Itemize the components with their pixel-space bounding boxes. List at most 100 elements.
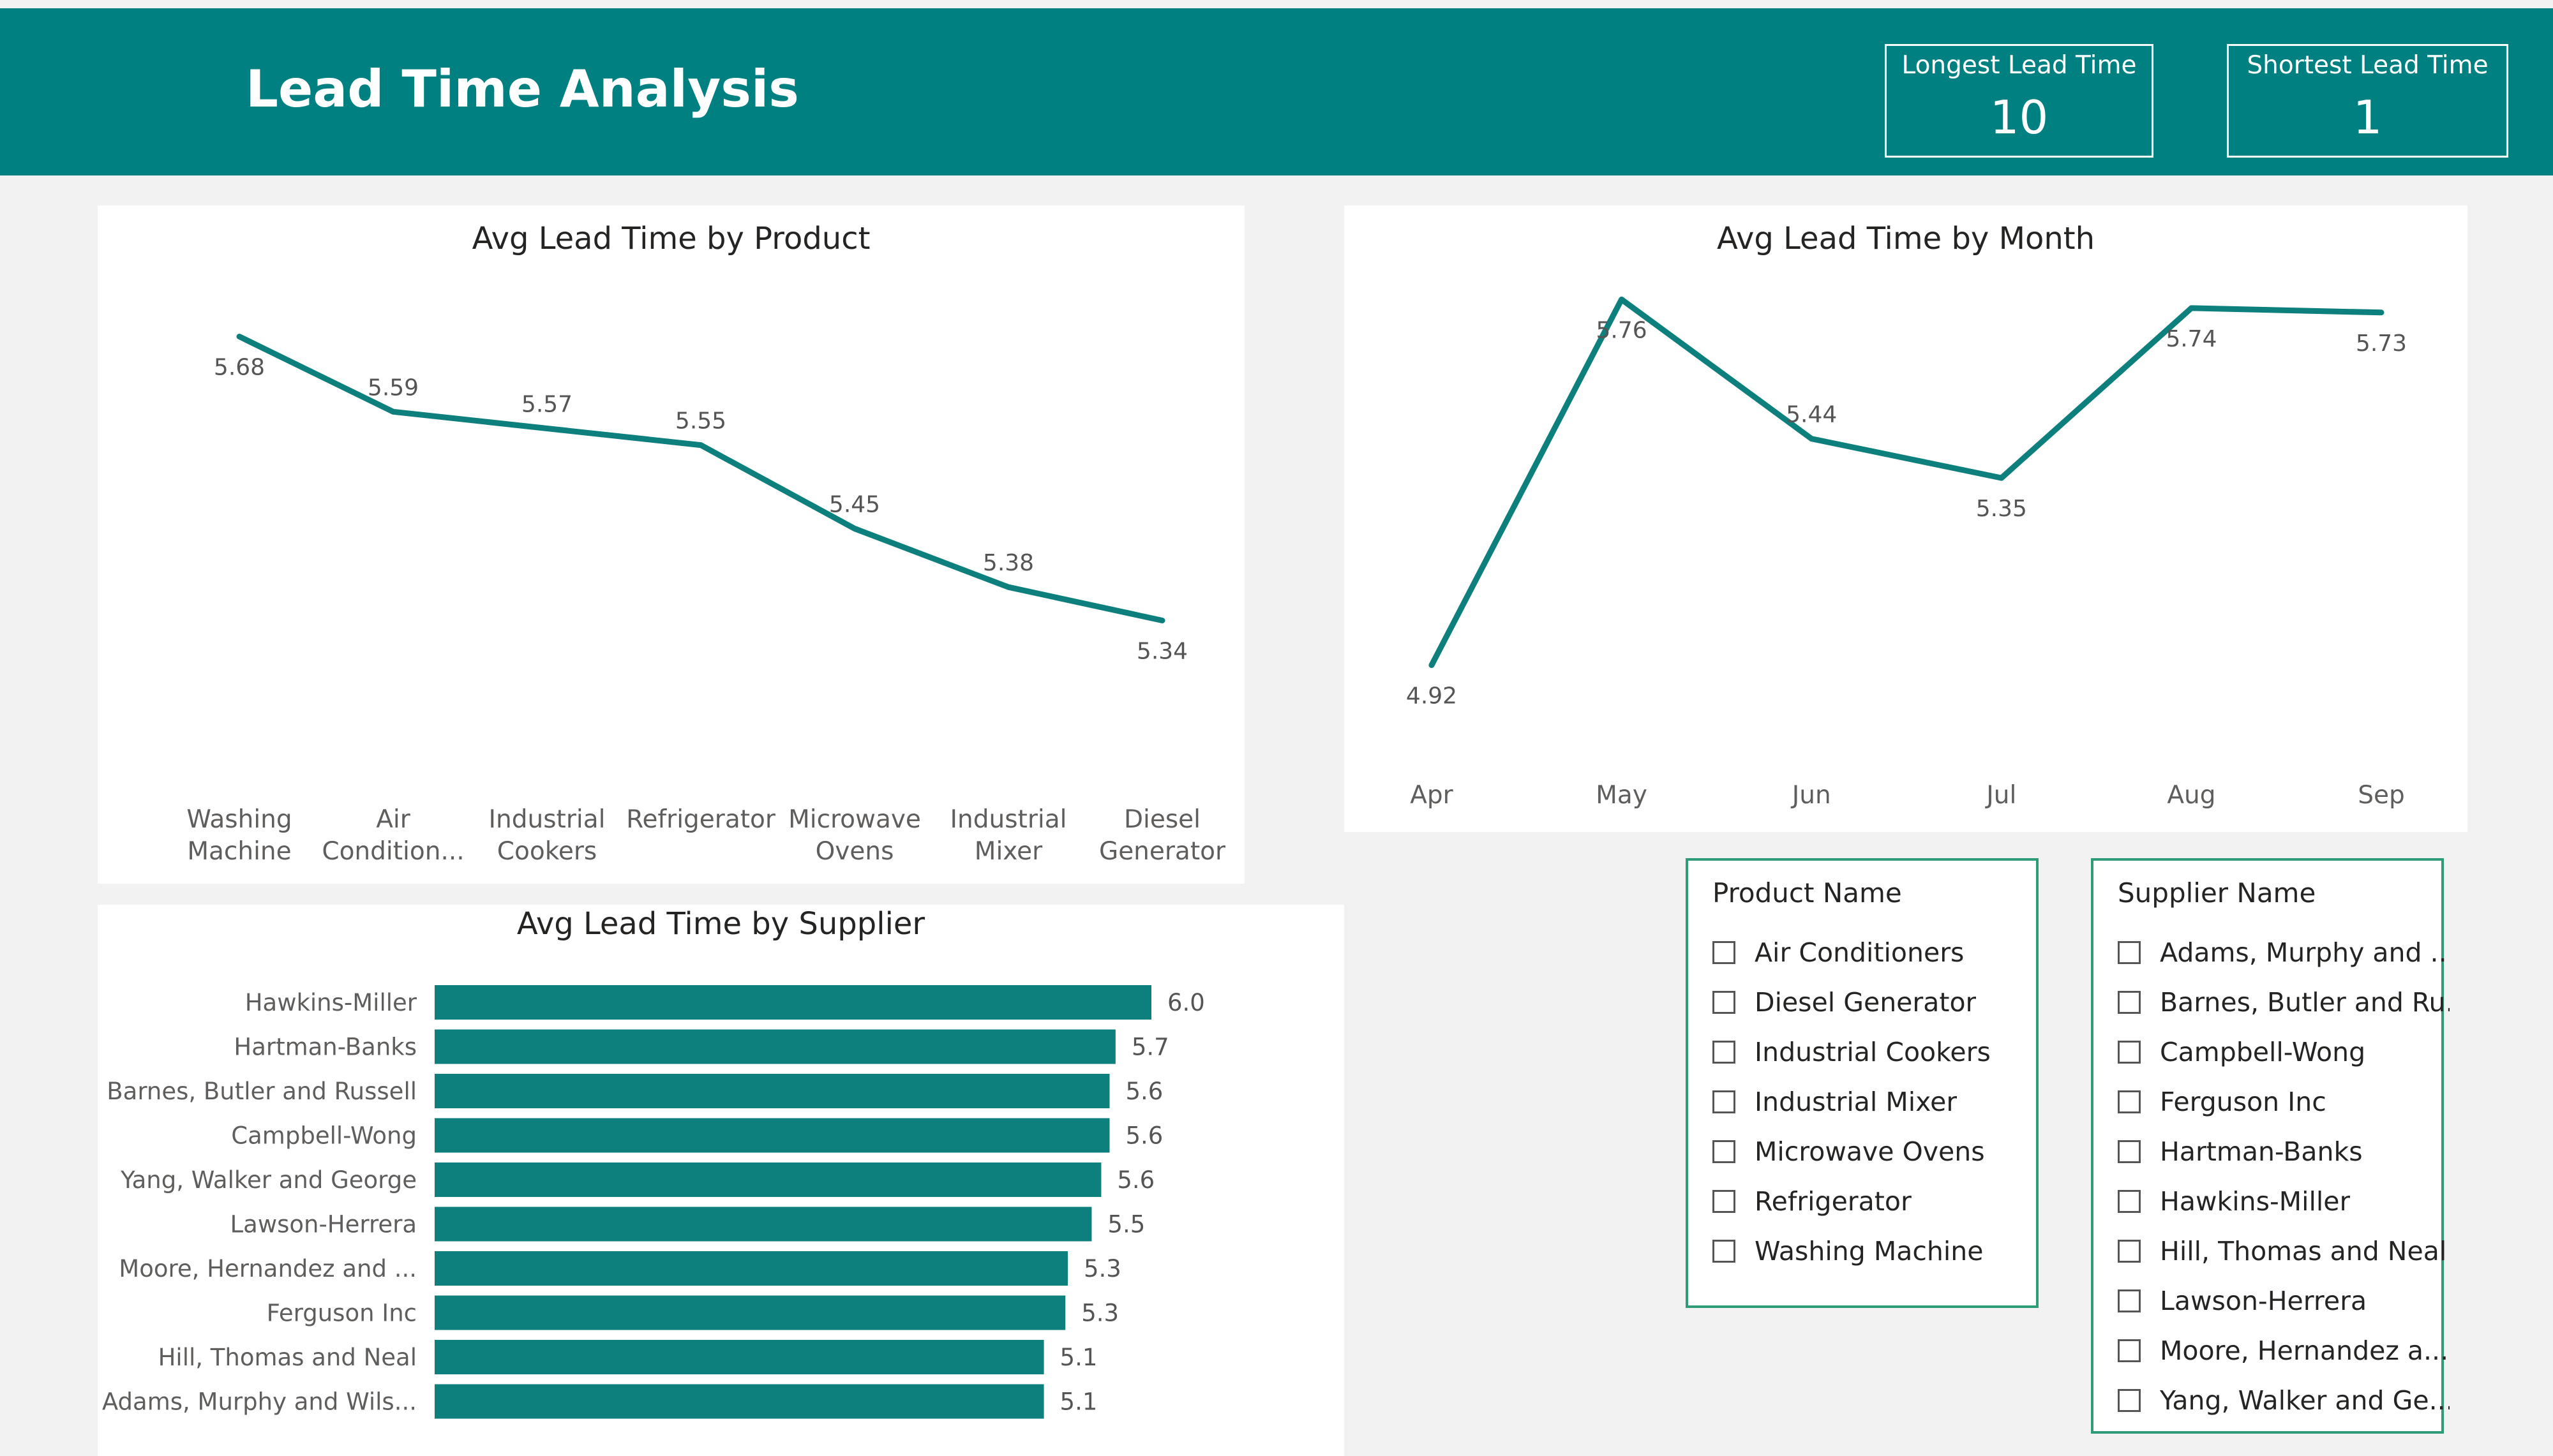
- kpi-label: Longest Lead Time: [1901, 51, 2137, 80]
- series-line: [1428, 296, 2385, 668]
- slicer-title: Supplier Name: [2118, 877, 2316, 909]
- data-label: 5.1: [1060, 1388, 1098, 1416]
- data-label: 5.6: [1125, 1122, 1163, 1150]
- checkbox[interactable]: [1712, 991, 1735, 1014]
- checkbox[interactable]: [2118, 941, 2141, 964]
- slicer-item[interactable]: Moore, Hernandez a...: [2118, 1332, 2450, 1370]
- data-label: 5.74: [2166, 326, 2217, 352]
- slicer-item[interactable]: Hartman-Banks: [2118, 1133, 2450, 1171]
- slicer-item-label: Campbell-Wong: [2160, 1037, 2366, 1067]
- checkbox[interactable]: [2118, 1140, 2141, 1163]
- slicer-item-label: Adams, Murphy and ...: [2160, 937, 2450, 968]
- slicer-item[interactable]: Barnes, Butler and Ru...: [2118, 983, 2450, 1021]
- y-tick-label: Adams, Murphy and Wils...: [102, 1388, 417, 1416]
- slicer-item[interactable]: Air Conditioners: [1712, 933, 2044, 972]
- slicer-title: Product Name: [1712, 877, 1902, 909]
- slicer-item-label: Hill, Thomas and Neal: [2160, 1236, 2447, 1267]
- slicer-item[interactable]: Industrial Mixer: [1712, 1083, 2044, 1121]
- checkbox[interactable]: [2118, 1190, 2141, 1213]
- checkbox[interactable]: [1712, 1140, 1735, 1163]
- data-label: 6.0: [1167, 989, 1205, 1016]
- data-label: 5.1: [1060, 1344, 1098, 1371]
- bar: [435, 1340, 1044, 1374]
- product-line-chart[interactable]: 5.68 Washing Machine 5.59 Air Condition... 5.5…: [98, 205, 1245, 884]
- checkbox[interactable]: [2118, 1289, 2141, 1312]
- data-label: 5.35: [1976, 496, 2027, 522]
- data-point: [1430, 664, 1433, 667]
- data-point: [546, 427, 548, 430]
- data-label: 5.76: [1596, 317, 1647, 343]
- slicer-item[interactable]: Hawkins-Miller: [2118, 1182, 2450, 1221]
- checkbox[interactable]: [2118, 991, 2141, 1014]
- chart-title: Avg Lead Time by Supplier: [516, 906, 925, 942]
- chart-panel-month[interactable]: Avg Lead Time by Month 4.92 Apr 5.76 May 5.4…: [1344, 205, 2467, 832]
- slicer-item-label: Refrigerator: [1755, 1186, 1912, 1217]
- slicer-item[interactable]: Yang, Walker and Ge...: [2118, 1381, 2450, 1420]
- slicer-item[interactable]: Washing Machine: [1712, 1232, 2044, 1270]
- slicer-item-label: Industrial Cookers: [1755, 1037, 1991, 1067]
- bar: [435, 1163, 1102, 1197]
- chart-panel-product[interactable]: Avg Lead Time by Product 5.68 Washing Mach…: [98, 205, 1245, 884]
- kpi-card-longest-lead-time[interactable]: Longest Lead Time 10: [1885, 44, 2153, 158]
- bar: [435, 1384, 1044, 1419]
- data-point: [1007, 586, 1010, 589]
- checkbox[interactable]: [1712, 1240, 1735, 1263]
- x-tick-label: Industrial: [489, 805, 606, 834]
- month-line-chart[interactable]: 4.92 Apr 5.76 May 5.44 Jun 5.35 Jul 5.74 Aug 5.73 S…: [1344, 205, 2467, 832]
- bar: [435, 1207, 1092, 1242]
- data-point: [853, 527, 856, 530]
- slicer-item[interactable]: Diesel Generator: [1712, 983, 2044, 1021]
- data-label: 5.6: [1125, 1078, 1163, 1105]
- checkbox[interactable]: [2118, 1090, 2141, 1113]
- checkbox[interactable]: [1712, 1090, 1735, 1113]
- slicer-item-label: Hawkins-Miller: [2160, 1186, 2351, 1217]
- checkbox[interactable]: [2118, 1389, 2141, 1412]
- chart-title: Avg Lead Time by Month: [1716, 221, 2095, 256]
- slicer-item[interactable]: Refrigerator: [1712, 1182, 2044, 1221]
- slicer-item[interactable]: Campbell-Wong: [2118, 1033, 2450, 1071]
- x-tick-label: Jun: [1790, 781, 1831, 810]
- slicer-item[interactable]: Industrial Cookers: [1712, 1033, 2044, 1071]
- x-tick-label: Machine: [187, 837, 291, 866]
- x-tick-label: Refrigerator: [626, 805, 776, 834]
- slicer-item[interactable]: Lawson-Herrera: [2118, 1282, 2450, 1320]
- kpi-value: 10: [1989, 91, 2049, 144]
- checkbox[interactable]: [2118, 1240, 2141, 1263]
- data-point: [1810, 437, 1813, 440]
- data-label: 5.45: [829, 492, 880, 518]
- data-point: [1620, 298, 1623, 301]
- slicer-item-label: Yang, Walker and Ge...: [2160, 1385, 2450, 1416]
- supplier-bar-chart[interactable]: Hawkins-Miller 6.0 Hartman-Banks 5.7 Barnes,…: [98, 905, 1344, 1456]
- checkbox[interactable]: [1712, 1041, 1735, 1064]
- slicer-item-label: Ferguson Inc: [2160, 1087, 2326, 1117]
- kpi-label: Shortest Lead Time: [2247, 51, 2489, 80]
- data-point: [2000, 477, 2003, 480]
- x-tick-label: Condition...: [322, 837, 464, 866]
- slicer-item-label: Air Conditioners: [1755, 937, 1965, 968]
- bar: [435, 1295, 1066, 1330]
- bar: [435, 1074, 1110, 1108]
- chart-panel-supplier[interactable]: Avg Lead Time by Supplier Hawkins-Miller…: [98, 905, 1344, 1456]
- slicer-item[interactable]: Ferguson Inc: [2118, 1083, 2450, 1121]
- y-tick-label: Moore, Hernandez and ...: [119, 1255, 417, 1282]
- data-label: 5.55: [675, 408, 726, 435]
- checkbox[interactable]: [2118, 1041, 2141, 1064]
- y-tick-label: Ferguson Inc: [267, 1300, 417, 1327]
- chart-title: Avg Lead Time by Product: [472, 221, 871, 256]
- data-label: 5.57: [521, 391, 573, 417]
- checkbox[interactable]: [2118, 1339, 2141, 1362]
- slicer-item[interactable]: Hill, Thomas and Neal: [2118, 1232, 2450, 1270]
- slicer-item-label: Industrial Mixer: [1755, 1087, 1958, 1117]
- data-label: 5.68: [214, 354, 265, 380]
- data-label: 5.5: [1107, 1211, 1145, 1238]
- slicer-item-label: Hartman-Banks: [2160, 1136, 2363, 1167]
- checkbox[interactable]: [1712, 1190, 1735, 1213]
- data-point: [1161, 619, 1164, 622]
- x-tick-label: Sep: [2358, 781, 2405, 810]
- bar: [435, 985, 1151, 1020]
- data-label: 5.3: [1081, 1300, 1119, 1327]
- checkbox[interactable]: [1712, 941, 1735, 964]
- slicer-item[interactable]: Adams, Murphy and ...: [2118, 933, 2450, 972]
- slicer-item[interactable]: Microwave Ovens: [1712, 1133, 2044, 1171]
- kpi-card-shortest-lead-time[interactable]: Shortest Lead Time 1: [2227, 44, 2508, 158]
